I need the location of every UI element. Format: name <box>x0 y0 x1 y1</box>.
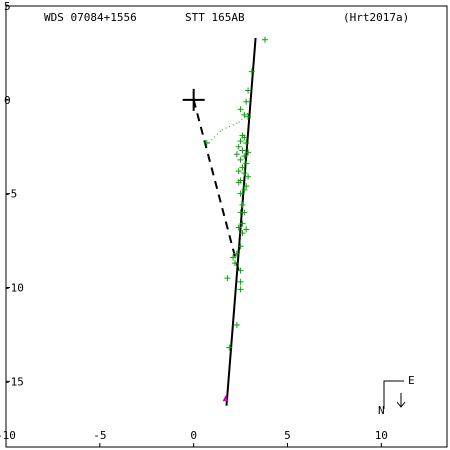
orbit-lines <box>182 37 257 406</box>
observation-point <box>245 87 252 94</box>
x-tick-label: 0 <box>190 429 197 442</box>
x-tick-label: 10 <box>375 429 388 442</box>
observation-point <box>237 138 244 145</box>
observation-point <box>239 230 246 237</box>
primary-star-cross <box>182 88 205 111</box>
x-tick-label: -10 <box>0 429 16 442</box>
observation-point <box>243 160 250 167</box>
observation-point <box>243 183 250 190</box>
observation-point <box>243 139 250 146</box>
observation-point <box>226 344 233 351</box>
y-tick-label: 5 <box>4 0 11 13</box>
observation-point <box>231 260 238 267</box>
observation-point <box>237 278 244 285</box>
observation-point <box>233 151 240 158</box>
observation-point <box>261 36 268 43</box>
compass-north-label: N <box>378 404 385 417</box>
x-tick-label: -5 <box>93 429 106 442</box>
observation-point <box>224 275 231 282</box>
observation-point <box>237 106 244 113</box>
observation-point <box>239 201 246 208</box>
observation-point <box>239 220 246 227</box>
observation-point <box>237 156 244 163</box>
observation-point <box>241 170 248 177</box>
observation-points <box>203 36 268 402</box>
observation-point <box>241 209 248 216</box>
y-tick-label: -5 <box>4 188 17 201</box>
observation-point <box>235 143 242 150</box>
orbit-line <box>225 37 257 406</box>
y-tick-label: -15 <box>4 375 24 388</box>
observation-point <box>230 254 237 261</box>
x-tick-label: 5 <box>284 429 291 442</box>
observation-point <box>237 190 244 197</box>
header-wds-id: WDS 07084+1556 <box>44 11 137 24</box>
observation-point <box>237 286 244 293</box>
plot-frame <box>5 5 448 448</box>
observation-point <box>235 224 242 231</box>
observation-point <box>243 98 250 105</box>
observation-point <box>233 250 240 257</box>
observation-point <box>243 226 250 233</box>
observation-point <box>241 153 248 160</box>
axis-ticks: -10 -5 0 5 10 5 0 -5 -10 -15 <box>0 0 388 447</box>
observation-point <box>239 164 246 171</box>
observation-point <box>239 147 246 154</box>
header-system-name: STT 165AB <box>185 11 245 24</box>
node-dashed-line <box>192 99 240 271</box>
observation-point <box>245 149 252 156</box>
observation-point <box>237 267 244 274</box>
observation-point <box>237 243 244 250</box>
observation-point <box>241 134 248 141</box>
observation-point <box>233 322 240 329</box>
observation-point <box>235 168 242 175</box>
compass-axes <box>383 380 404 409</box>
compass-east-label: E <box>408 374 415 387</box>
observation-point <box>248 68 255 75</box>
observation-point <box>241 111 248 118</box>
observation-point <box>245 173 252 180</box>
compass: E N <box>378 374 415 417</box>
motion-arrow-icon <box>396 393 406 408</box>
last-observation-marker <box>222 395 229 402</box>
y-tick-label: 0 <box>4 94 11 107</box>
observation-point <box>203 139 210 146</box>
header-reference: (Hrt2017a) <box>343 11 409 24</box>
observation-point <box>245 113 252 120</box>
observation-point <box>241 186 248 193</box>
y-tick-label: -10 <box>4 281 24 294</box>
observation-point <box>235 179 242 186</box>
